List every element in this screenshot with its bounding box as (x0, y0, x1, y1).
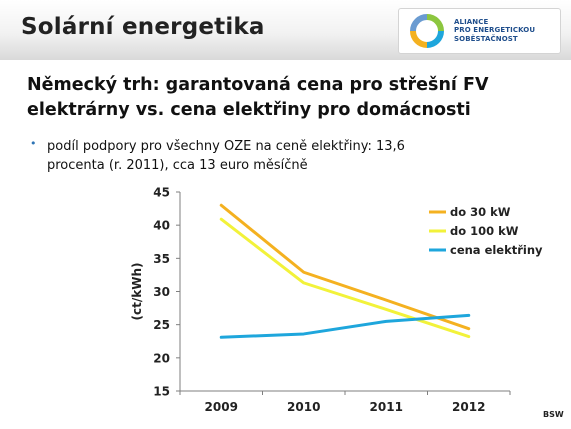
series-line (219, 203, 471, 331)
source-label: BSW (543, 410, 564, 419)
series-line (219, 217, 471, 339)
slide-title: Solární energetika (21, 14, 265, 40)
series-line (219, 313, 471, 339)
y-tick-label: 20 (153, 351, 170, 365)
logo-line: PRO ENERGETICKOU (454, 26, 536, 35)
y-tick-label: 35 (153, 252, 170, 266)
y-tick-label: 45 (153, 186, 170, 200)
bullet-icon: • (30, 137, 37, 150)
y-tick-label: 40 (153, 219, 170, 233)
y-tick-label: 30 (153, 285, 170, 299)
legend-label: do 30 kW (450, 205, 511, 219)
logo-line: ALIANCE (454, 18, 489, 26)
x-tick-label: 2009 (205, 400, 238, 414)
bullet-line: podíl podpory pro všechny OZE na ceně el… (47, 139, 405, 154)
x-tick-label: 2010 (287, 400, 320, 414)
bullet-line: procenta (r. 2011), cca 13 euro měsíčně (47, 158, 308, 173)
slide-subtitle: Německý trh: garantovaná cena pro střešn… (27, 73, 489, 123)
x-tick-label: 2011 (370, 400, 403, 414)
legend-label: do 100 kW (450, 224, 519, 238)
y-axis-label: (ct/kWh) (130, 263, 144, 321)
legend-label: cena elektřiny (450, 243, 543, 257)
logo: ALIANCE PRO ENERGETICKOU SOBĚSTAČNOST (398, 8, 561, 54)
bullet-text: podíl podpory pro všechny OZE na ceně el… (47, 137, 527, 175)
header-bar: Solární energetika ALIANCE PRO ENERGETIC… (0, 0, 571, 60)
x-tick-label: 2012 (452, 400, 485, 414)
logo-line: SOBĚSTAČNOST (454, 34, 518, 43)
subtitle-line: elektrárny vs. cena elektřiny pro domácn… (27, 100, 471, 120)
y-tick-label: 25 (153, 318, 170, 332)
logo-text: ALIANCE PRO ENERGETICKOU SOBĚSTAČNOST (454, 18, 535, 43)
y-tick-label: 15 (153, 385, 170, 399)
subtitle-line: Německý trh: garantovaná cena pro střešn… (27, 75, 489, 95)
alliance-logo-icon (410, 14, 444, 48)
